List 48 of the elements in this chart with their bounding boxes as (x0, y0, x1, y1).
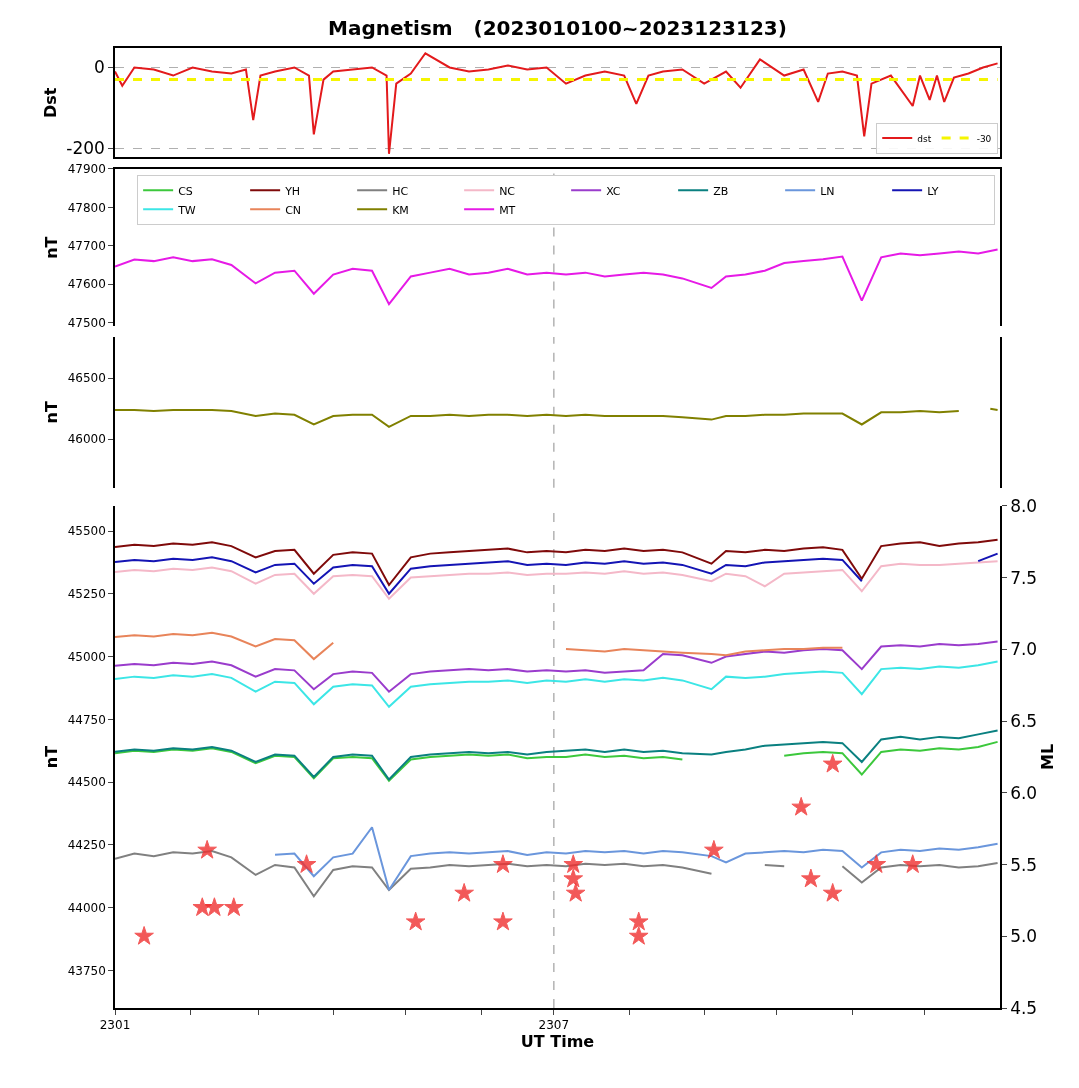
legend-label: XC (606, 184, 621, 198)
y-tick-label: 47600 (67, 277, 106, 292)
legend-label: ZB (713, 184, 729, 198)
x-tick-label: 2307 (538, 1018, 570, 1033)
legend-label: KM (392, 203, 409, 217)
y2-tick-label: 8.0 (1010, 495, 1038, 516)
y-tick-label: 44000 (67, 900, 106, 915)
y-tick-label: 47500 (67, 315, 106, 330)
y2-axis-title: ML (1038, 743, 1058, 771)
y-tick-label: 45250 (67, 586, 106, 601)
legend-label: TW (177, 203, 196, 217)
legend-label: CN (285, 203, 302, 217)
y-tick-label: 46000 (67, 432, 106, 447)
legend-label: -30 (976, 133, 992, 144)
legend-label: MT (499, 203, 516, 217)
y2-tick-label: 7.0 (1010, 639, 1038, 660)
y2-tick-label: 6.0 (1010, 782, 1038, 803)
y-tick-label: 47800 (67, 200, 106, 215)
y-tick-label: 47700 (67, 238, 106, 253)
x-axis-title: UT Time (520, 1032, 595, 1052)
y2-tick-label: 5.0 (1010, 926, 1038, 947)
y2-tick-label: 5.5 (1010, 854, 1038, 875)
y-tick-label: -200 (66, 138, 105, 159)
y2-tick-label: 6.5 (1010, 711, 1038, 732)
y-tick-label: 45500 (67, 524, 106, 539)
y-tick-label: 44750 (67, 712, 106, 727)
y-tick-label: 44500 (67, 775, 106, 790)
y-tick-label: 46500 (67, 371, 106, 386)
legend-label: dst (917, 133, 932, 144)
y-axis-title: nT (42, 236, 62, 259)
chart-title: Magnetism (2023010100~2023123123) (328, 16, 787, 40)
y-tick-label: 47900 (67, 162, 106, 177)
y-tick-label: 45000 (67, 649, 106, 664)
legend-label: NC (499, 184, 516, 198)
legend-label: LY (927, 184, 939, 198)
y-axis-title: nT (42, 745, 62, 769)
y-tick-label: 44250 (67, 838, 106, 853)
x-tick-label: 2301 (99, 1018, 131, 1033)
legend-label: HC (392, 184, 409, 198)
y-tick-label: 43750 (67, 963, 106, 978)
legend-label: CS (178, 184, 193, 198)
legend-label: YH (284, 184, 301, 198)
y-axis-title: nT (42, 401, 62, 424)
y-axis-title: Dst (40, 87, 60, 118)
legend-label: LN (820, 184, 835, 198)
y2-tick-label: 4.5 (1010, 997, 1038, 1018)
y2-tick-label: 7.5 (1010, 567, 1038, 588)
y-tick-label: 0 (94, 57, 105, 78)
